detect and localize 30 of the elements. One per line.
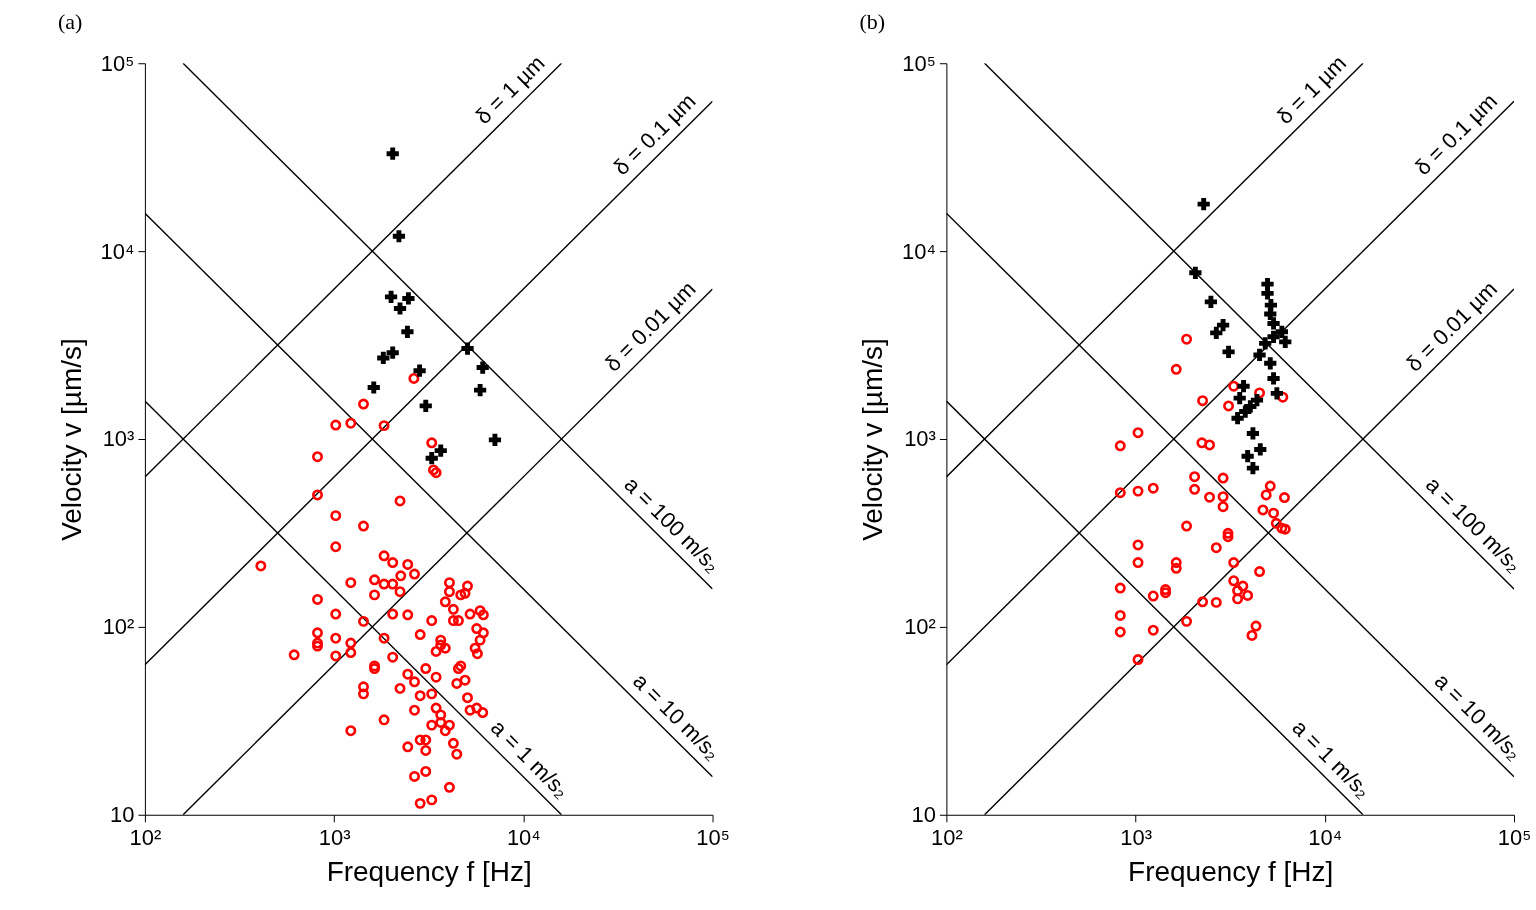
chart-title: (b) xyxy=(859,8,886,34)
y-tick-label: 10³ xyxy=(904,426,936,452)
x-tick-label: 10⁵ xyxy=(696,825,730,851)
text: δ = 0.01 µm xyxy=(1401,276,1502,377)
text: δ = 0.01 µm xyxy=(599,276,701,377)
y-tick-label: 10² xyxy=(102,614,135,640)
x-axis-title: Frequency f [Hz] xyxy=(326,856,532,888)
text: δ = 1 µm xyxy=(470,50,550,130)
x-tick-label: 10³ xyxy=(1120,825,1152,851)
text: δ = 1 µm xyxy=(1271,50,1351,130)
y-tick-label: 10⁴ xyxy=(100,238,135,264)
y-tick-label: 10 xyxy=(109,802,135,828)
x-tick-label: 10² xyxy=(931,825,963,851)
x-tick-label: 10⁴ xyxy=(506,825,541,851)
text: δ = 0.1 µm xyxy=(608,88,701,180)
x-axis-title: Frequency f [Hz] xyxy=(1128,856,1334,888)
y-tick-label: 10⁵ xyxy=(902,50,936,76)
chart-title: (a) xyxy=(58,8,83,34)
x-tick-label: 10⁵ xyxy=(1497,825,1532,851)
y-axis-title: Velocity v [µm/s] xyxy=(55,338,87,541)
text: δ = 0.1 µm xyxy=(1409,88,1502,180)
y-axis-title: Velocity v [µm/s] xyxy=(857,338,888,541)
y-tick-label: 10³ xyxy=(102,426,135,452)
x-tick-label: 10³ xyxy=(318,825,351,851)
x-tick-label: 10² xyxy=(129,825,162,851)
y-tick-label: 10² xyxy=(904,614,936,640)
y-tick-label: 10⁴ xyxy=(902,238,936,264)
x-tick-label: 10⁴ xyxy=(1308,825,1343,851)
y-tick-label: 10⁵ xyxy=(100,50,135,76)
y-tick-label: 10 xyxy=(911,802,936,828)
